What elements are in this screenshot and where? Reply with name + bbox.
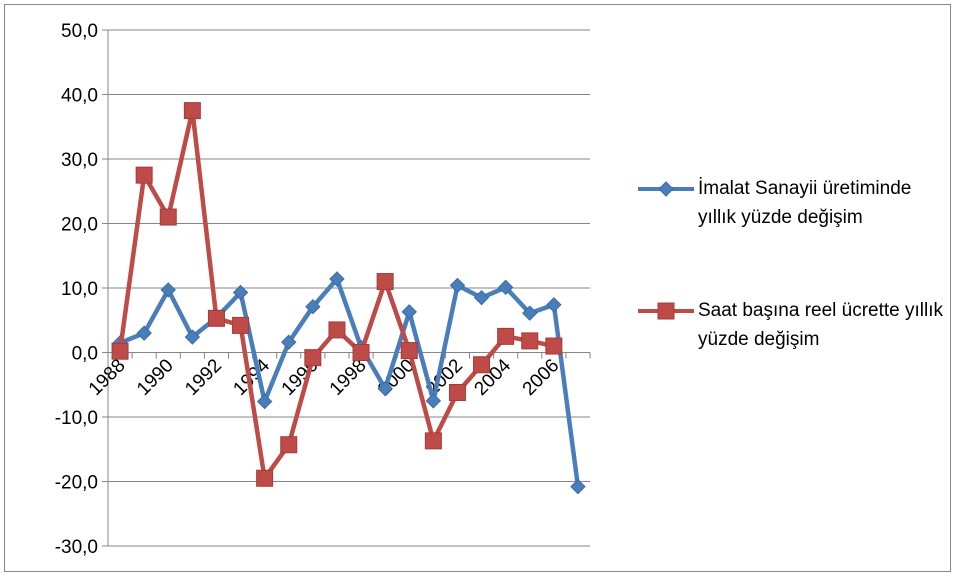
data-point-square xyxy=(207,309,225,327)
data-point-square xyxy=(159,208,177,226)
x-tick-label: 1998 xyxy=(326,355,371,400)
series-wage xyxy=(111,102,563,487)
y-tick-label: 20,0 xyxy=(61,215,98,236)
data-point-diamond xyxy=(305,298,321,315)
data-point-diamond xyxy=(329,271,345,287)
data-point-square xyxy=(424,432,442,450)
data-point-diamond xyxy=(184,329,201,345)
y-tick-label: 50,0 xyxy=(61,21,98,42)
y-axis-tick-labels: 50,0 40,0 30,0 20,0 10,0 0,0 -10,0 -20,0 -30,0 xyxy=(55,21,98,558)
x-tick-label: 1990 xyxy=(133,355,178,400)
legend-diamond-marker-icon xyxy=(638,181,694,197)
data-point-square xyxy=(304,349,322,367)
data-point-square xyxy=(328,321,346,339)
data-point-diamond xyxy=(449,277,466,294)
data-point-diamond xyxy=(256,393,273,410)
y-tick-label: 40,0 xyxy=(61,86,98,107)
y-tick-label: 30,0 xyxy=(61,150,98,171)
data-point-square xyxy=(545,337,563,355)
legend-item-wage: Saat başına reel ücrette yıllık yüzde de… xyxy=(632,296,952,418)
data-point-diamond xyxy=(570,478,586,495)
data-point-diamond xyxy=(425,393,442,409)
x-tick-label: 2006 xyxy=(519,355,564,400)
data-point-square xyxy=(280,436,298,454)
y-tick-label: 10,0 xyxy=(61,279,98,300)
data-point-square xyxy=(400,342,418,360)
data-series xyxy=(111,102,586,495)
data-point-square xyxy=(111,342,129,360)
data-point-square xyxy=(232,316,250,334)
axes xyxy=(102,29,591,547)
data-point-diamond xyxy=(232,284,249,301)
data-point-diamond xyxy=(522,305,538,321)
legend-label-manufacturing: İmalat Sanayii üretiminde yıllık yüzde d… xyxy=(698,178,912,228)
data-point-square xyxy=(256,469,274,487)
data-point-diamond xyxy=(401,304,417,320)
data-point-square xyxy=(521,332,539,350)
data-point-diamond xyxy=(160,282,176,298)
legend-item-manufacturing: İmalat Sanayii üretiminde yıllık yüzde d… xyxy=(632,174,952,296)
y-tick-label: -10,0 xyxy=(55,408,98,429)
data-point-diamond xyxy=(377,380,393,397)
data-point-square xyxy=(376,273,394,291)
y-tick-label: 0,0 xyxy=(72,344,98,365)
data-point-diamond xyxy=(497,279,514,296)
legend: İmalat Sanayii üretiminde yıllık yüzde d… xyxy=(632,174,952,418)
data-point-square xyxy=(448,383,466,401)
data-point-diamond xyxy=(473,289,490,306)
data-point-square xyxy=(183,102,201,120)
data-point-square xyxy=(135,166,153,184)
gridlines xyxy=(108,29,590,547)
legend-square-marker-icon xyxy=(638,302,694,320)
data-point-diamond xyxy=(136,325,152,341)
y-tick-label: -20,0 xyxy=(55,473,98,494)
y-tick-label: -30,0 xyxy=(55,537,98,558)
legend-label-wage: Saat başına reel ücrette yıllık yüzde de… xyxy=(698,300,944,350)
data-point-diamond xyxy=(281,334,297,350)
data-point-square xyxy=(497,327,515,345)
data-point-square xyxy=(352,344,370,361)
data-point-diamond xyxy=(546,297,562,313)
x-axis-tick-labels: 1988 1990 1992 1994 1996 1998 2000 2002 2004 2006 xyxy=(85,355,564,400)
x-tick-label: 1992 xyxy=(181,355,226,400)
data-point-square xyxy=(473,356,491,374)
